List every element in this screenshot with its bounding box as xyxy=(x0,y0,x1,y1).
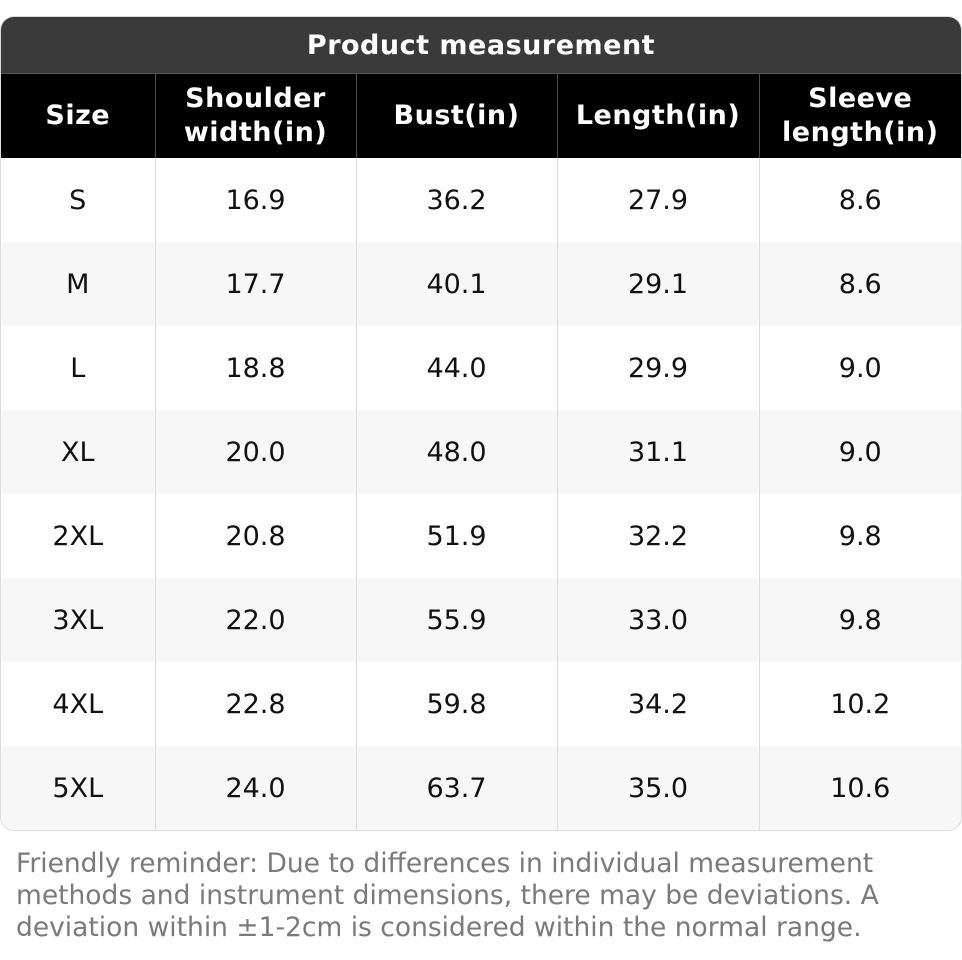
measurement-table-card: Product measurement Size Shoulder width(… xyxy=(0,16,962,831)
cell-bust: 44.0 xyxy=(355,326,557,410)
header-length: Length(in) xyxy=(556,74,759,158)
cell-length: 33.0 xyxy=(556,578,759,662)
table-row: M 17.7 40.1 29.1 8.6 xyxy=(1,242,961,326)
size-chart-table: Size Shoulder width(in) Bust(in) Length(… xyxy=(1,74,961,830)
cell-size: 2XL xyxy=(1,494,155,578)
cell-sleeve-length: 8.6 xyxy=(758,158,961,242)
cell-sleeve-length: 9.0 xyxy=(758,410,961,494)
cell-length: 29.9 xyxy=(556,326,759,410)
cell-length: 31.1 xyxy=(556,410,759,494)
cell-size: 3XL xyxy=(1,578,155,662)
cell-size: 5XL xyxy=(1,746,155,830)
table-row: 5XL 24.0 63.7 35.0 10.6 xyxy=(1,746,961,830)
cell-size: L xyxy=(1,326,155,410)
cell-size: 4XL xyxy=(1,662,155,746)
cell-bust: 63.7 xyxy=(355,746,557,830)
cell-shoulder-width: 17.7 xyxy=(154,242,356,326)
friendly-reminder-note: Friendly reminder: Due to differences in… xyxy=(16,848,879,943)
table-title: Product measurement xyxy=(1,17,961,74)
cell-sleeve-length: 9.8 xyxy=(758,578,961,662)
cell-shoulder-width: 20.0 xyxy=(154,410,356,494)
cell-length: 34.2 xyxy=(556,662,759,746)
cell-bust: 55.9 xyxy=(355,578,557,662)
cell-bust: 36.2 xyxy=(355,158,557,242)
header-row: Size Shoulder width(in) Bust(in) Length(… xyxy=(1,74,961,158)
cell-shoulder-width: 20.8 xyxy=(154,494,356,578)
cell-length: 32.2 xyxy=(556,494,759,578)
cell-bust: 51.9 xyxy=(355,494,557,578)
table-row: L 18.8 44.0 29.9 9.0 xyxy=(1,326,961,410)
cell-shoulder-width: 22.8 xyxy=(154,662,356,746)
cell-sleeve-length: 9.0 xyxy=(758,326,961,410)
cell-length: 35.0 xyxy=(556,746,759,830)
table-row: 3XL 22.0 55.9 33.0 9.8 xyxy=(1,578,961,662)
cell-shoulder-width: 18.8 xyxy=(154,326,356,410)
cell-bust: 40.1 xyxy=(355,242,557,326)
cell-sleeve-length: 8.6 xyxy=(758,242,961,326)
cell-shoulder-width: 16.9 xyxy=(154,158,356,242)
cell-bust: 48.0 xyxy=(355,410,557,494)
cell-sleeve-length: 9.8 xyxy=(758,494,961,578)
cell-size: XL xyxy=(1,410,155,494)
table-row: XL 20.0 48.0 31.1 9.0 xyxy=(1,410,961,494)
cell-sleeve-length: 10.2 xyxy=(758,662,961,746)
header-sleeve-length: Sleeve length(in) xyxy=(758,74,961,158)
cell-length: 27.9 xyxy=(556,158,759,242)
table-row: 2XL 20.8 51.9 32.2 9.8 xyxy=(1,494,961,578)
header-size: Size xyxy=(1,74,155,158)
cell-size: S xyxy=(1,158,155,242)
cell-shoulder-width: 24.0 xyxy=(154,746,356,830)
cell-size: M xyxy=(1,242,155,326)
table-row: 4XL 22.8 59.8 34.2 10.2 xyxy=(1,662,961,746)
header-shoulder-width: Shoulder width(in) xyxy=(154,74,356,158)
header-bust: Bust(in) xyxy=(355,74,557,158)
cell-bust: 59.8 xyxy=(355,662,557,746)
cell-shoulder-width: 22.0 xyxy=(154,578,356,662)
cell-sleeve-length: 10.6 xyxy=(758,746,961,830)
cell-length: 29.1 xyxy=(556,242,759,326)
table-row: S 16.9 36.2 27.9 8.6 xyxy=(1,158,961,242)
